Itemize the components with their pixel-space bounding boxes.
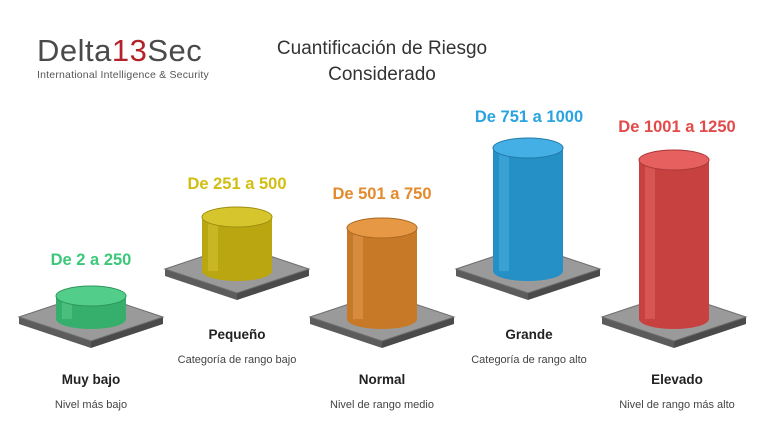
- cylinder-top-grande: [492, 137, 564, 159]
- platform-left-muy-bajo: [19, 317, 91, 348]
- range-label-elevado: De 1001 a 1250: [618, 118, 736, 136]
- cylinder-top-pequeno: [201, 206, 273, 228]
- level-desc-grande: Categoría de rango alto: [471, 354, 587, 366]
- logo-part-delta: Delta: [37, 33, 112, 68]
- platform-right-elevado: [674, 317, 746, 348]
- platform-left-normal: [310, 317, 382, 348]
- cylinder-highlight-elevado: [645, 160, 655, 319]
- cylinder-top-muy-bajo: [55, 285, 127, 307]
- cylinder-highlight-pequeno: [208, 217, 218, 271]
- cylinder-body-normal: [347, 228, 417, 329]
- diagram-title: Cuantificación de Riesgo Considerado: [232, 36, 532, 88]
- title-line-2: Considerado: [328, 64, 436, 85]
- level-name-pequeno: Pequeño: [208, 327, 266, 342]
- platform-left-pequeno: [165, 269, 237, 300]
- level-desc-elevado: Nivel de rango más alto: [619, 399, 735, 411]
- cylinder-highlight-muy-bajo: [62, 296, 72, 319]
- platform-left-elevado: [602, 317, 674, 348]
- platform-left-grande: [456, 269, 528, 300]
- level-name-normal: Normal: [358, 372, 406, 387]
- level-name-elevado: Elevado: [651, 372, 703, 387]
- cylinder-top-normal: [346, 217, 418, 239]
- logo-tagline: International Intelligence & Security: [37, 69, 209, 81]
- cylinder-top-elevado: [638, 149, 710, 171]
- logo-wordmark: Delta13Sec: [37, 34, 209, 68]
- platform-right-grande: [528, 269, 600, 300]
- level-name-grande: Grande: [505, 327, 553, 342]
- level-desc-normal: Nivel de rango medio: [330, 399, 434, 411]
- cylinder-body-grande: [493, 148, 563, 281]
- company-logo: Delta13Sec International Intelligence & …: [37, 34, 209, 82]
- platform-right-normal: [382, 317, 454, 348]
- logo-part-13: 13: [111, 33, 148, 68]
- range-label-pequeno: De 251 a 500: [187, 175, 287, 193]
- logo-part-sec: Sec: [147, 33, 203, 68]
- range-label-grande: De 751 a 1000: [474, 108, 584, 126]
- cylinder-body-elevado: [639, 160, 709, 329]
- range-label-muy-bajo: De 2 a 250: [50, 251, 132, 269]
- cylinder-body-pequeno: [202, 217, 272, 281]
- cylinder-highlight-grande: [499, 148, 509, 271]
- level-name-muy-bajo: Muy bajo: [61, 372, 121, 387]
- cylinder-highlight-normal: [353, 228, 363, 319]
- title-line-1: Cuantificación de Riesgo: [276, 38, 488, 59]
- range-label-normal: De 501 a 750: [332, 185, 432, 203]
- platform-right-muy-bajo: [91, 317, 163, 348]
- platform-right-pequeno: [237, 269, 309, 300]
- level-desc-pequeno: Categoría de rango bajo: [177, 354, 297, 366]
- level-desc-muy-bajo: Nivel más bajo: [54, 399, 128, 411]
